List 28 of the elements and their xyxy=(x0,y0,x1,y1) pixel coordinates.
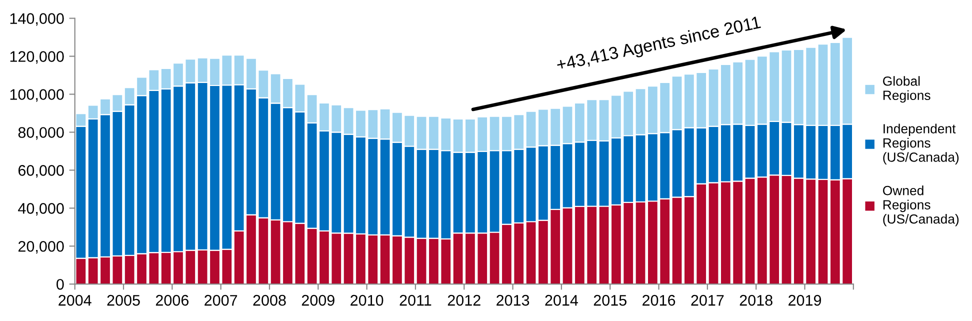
y-tick-label: 80,000 xyxy=(18,127,64,140)
y-tick-label: 40,000 xyxy=(18,203,64,216)
legend-label: Global Regions xyxy=(883,76,930,103)
x-tick-label: 2007 xyxy=(204,294,238,306)
x-tick-label: 2013 xyxy=(496,294,530,306)
y-tick-label: 120,000 xyxy=(10,51,64,64)
x-tick-label: 2005 xyxy=(107,294,140,306)
x-tick-label: 2016 xyxy=(642,294,676,306)
x-tick-label: 2018 xyxy=(740,294,772,306)
x-tick-label: 2011 xyxy=(400,294,432,306)
x-tick-label: 2012 xyxy=(448,294,480,306)
legend-label: Owned Regions (US/Canada) xyxy=(883,186,959,226)
x-tick-label: 2010 xyxy=(350,294,384,306)
x-tick-label: 2009 xyxy=(302,294,334,306)
y-tick-label: 0 xyxy=(56,278,64,290)
y-tick-label: 140,000 xyxy=(10,13,64,26)
y-tick-label: 20,000 xyxy=(18,240,64,254)
annotation: +43,413 Agents since 2011 xyxy=(556,15,762,74)
x-tick-label: 2008 xyxy=(253,294,286,306)
x-tick-label: 2006 xyxy=(156,294,188,306)
x-tick-label: 2015 xyxy=(594,294,626,306)
x-tick-label: 2004 xyxy=(58,294,92,306)
x-tick-label: 2017 xyxy=(691,294,724,306)
legend-label: Independent Regions (US/Canada) xyxy=(883,124,959,164)
x-tick-label: 2019 xyxy=(788,294,822,306)
x-tick-label: 2014 xyxy=(545,294,578,306)
y-tick-label: 60,000 xyxy=(18,165,64,178)
y-tick-label: 100,000 xyxy=(10,89,64,102)
